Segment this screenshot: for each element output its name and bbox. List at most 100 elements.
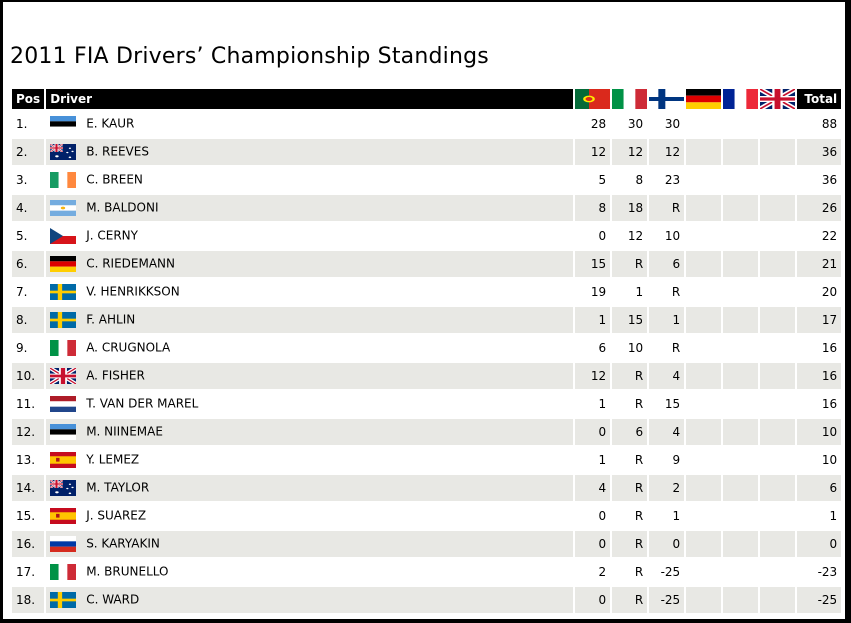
event-result (760, 223, 795, 249)
event-result: 1 (598, 453, 607, 467)
header-pos: Pos (12, 89, 45, 109)
total-points: 16 (821, 341, 838, 355)
position: 15. (16, 509, 36, 523)
table-row: 14. M. TAYLOR 4 R 2 6 (12, 475, 842, 501)
event-result (686, 139, 722, 165)
russia-flag-icon (50, 536, 77, 552)
event-result (686, 447, 721, 473)
position: 12. (12, 419, 45, 445)
event-result: R (612, 363, 648, 389)
position: 11. (16, 397, 36, 411)
event-result (760, 391, 795, 417)
event-result: 23 (664, 173, 681, 187)
total-points: 36 (797, 139, 842, 165)
driver-name: A. CRUGNOLA (86, 340, 171, 355)
total-points: 10 (821, 453, 838, 467)
event-result: 1 (649, 307, 685, 333)
event-result: R (612, 531, 648, 557)
event-result: 1 (672, 509, 681, 523)
italy-flag-icon (50, 564, 77, 580)
driver-name: M. BRUNELLO (86, 564, 169, 579)
event-result: 30 (627, 117, 644, 131)
driver-name: E. KAUR (86, 116, 135, 131)
finland-flag-icon (649, 89, 685, 109)
driver-cell: M. TAYLOR (46, 475, 574, 501)
driver-name: C. BREEN (86, 172, 143, 187)
event-result: R (612, 475, 648, 501)
event-result: 15 (612, 307, 648, 333)
event-result (723, 335, 758, 361)
position: 14. (12, 475, 45, 501)
event-result: 0 (575, 419, 611, 445)
spain-flag-icon (50, 508, 77, 524)
event-result (686, 223, 721, 249)
driver-name: M. NIINEMAE (86, 424, 163, 439)
header-driver: Driver (46, 89, 574, 109)
position: 18. (12, 587, 45, 613)
event-result (686, 167, 721, 193)
event-result (723, 531, 759, 557)
france-flag-icon (723, 89, 759, 109)
driver-name: M. BALDONI (86, 200, 159, 215)
event-result: R (671, 341, 681, 355)
event-result: 0 (575, 531, 611, 557)
driver-cell: E. KAUR (46, 111, 573, 137)
event-result (723, 111, 758, 137)
event-result (723, 503, 758, 529)
event-result: 10 (664, 229, 681, 243)
event-result: 6 (649, 251, 685, 277)
total-points: 20 (821, 285, 838, 299)
italy-flag-icon (50, 340, 77, 356)
driver-cell: T. VAN DER MAREL (46, 391, 573, 417)
event-result (686, 335, 721, 361)
position: 10. (12, 363, 45, 389)
driver-cell: C. WARD (46, 587, 574, 613)
uk-flag-icon (760, 89, 796, 109)
header-event-germany (686, 89, 722, 109)
table-row: 8. F. AHLIN 1 15 1 17 (12, 307, 842, 333)
event-result: 2 (649, 475, 685, 501)
event-result (723, 223, 758, 249)
table-row: 16. S. KARYAKIN 0 R 0 0 (12, 531, 842, 557)
event-result (760, 335, 795, 361)
event-result (686, 559, 721, 585)
driver-cell: S. KARYAKIN (46, 531, 574, 557)
event-result (760, 363, 796, 389)
sweden-flag-icon (50, 284, 77, 300)
australia-flag-icon (50, 480, 77, 496)
event-result: R (612, 587, 648, 613)
event-result (686, 307, 722, 333)
position: 8. (12, 307, 45, 333)
page-title: 2011 FIA Drivers’ Championship Standings (10, 44, 489, 69)
header-total: Total (797, 89, 842, 109)
event-result: 1 (598, 397, 607, 411)
event-result (686, 279, 721, 305)
total-points: 0 (797, 531, 842, 557)
driver-name: Y. LEMEZ (86, 452, 140, 467)
table-row: 9. A. CRUGNOLA 6 10 R 16 (12, 335, 841, 361)
position: 2. (12, 139, 45, 165)
event-result: R (634, 565, 644, 579)
event-result (686, 531, 722, 557)
total-points: 16 (821, 397, 838, 411)
germany-flag-icon (50, 256, 77, 272)
event-result: 8 (575, 195, 611, 221)
event-result (686, 111, 721, 137)
event-result (723, 475, 759, 501)
event-result: 19 (590, 285, 607, 299)
event-result (686, 419, 722, 445)
driver-cell: F. AHLIN (46, 307, 574, 333)
event-result (760, 419, 796, 445)
event-result: 6 (598, 341, 607, 355)
event-result (723, 139, 759, 165)
total-points: 22 (821, 229, 838, 243)
event-result (760, 111, 795, 137)
event-result: 1 (575, 307, 611, 333)
event-result: 8 (635, 173, 644, 187)
event-result: 30 (664, 117, 681, 131)
event-result: R (612, 251, 648, 277)
event-result (760, 139, 796, 165)
event-result (723, 391, 758, 417)
event-result: 4 (649, 363, 685, 389)
sweden-flag-icon (50, 592, 77, 608)
